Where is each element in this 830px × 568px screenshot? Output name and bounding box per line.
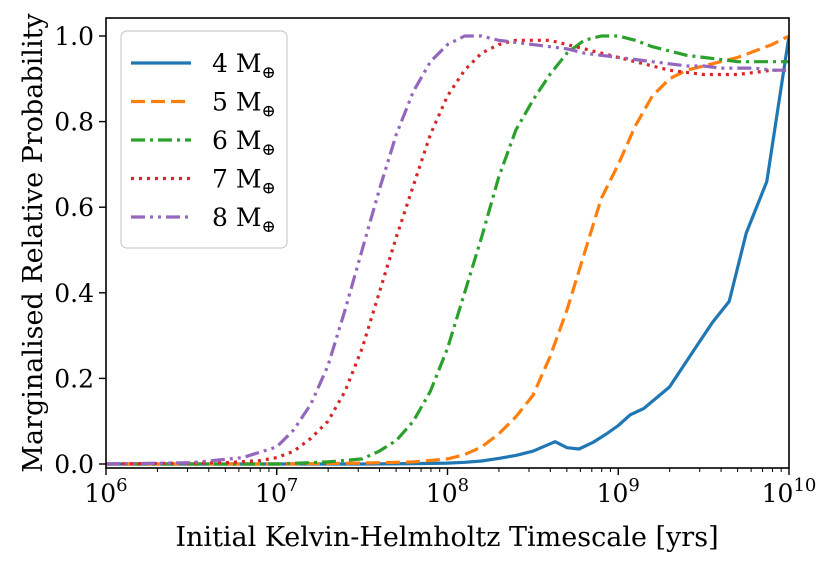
x-tick-label: 107 [255, 475, 298, 508]
x-tick-exponent: 7 [287, 475, 298, 496]
series-line-6-mearth [106, 34, 789, 466]
earth-symbol-subscript: ⊕ [261, 63, 275, 83]
series-line-4-mearth [106, 35, 789, 466]
x-tick-base: 10 [84, 479, 116, 508]
x-tick-label: 108 [426, 475, 469, 508]
x-tick-exponent: 10 [793, 475, 816, 496]
x-axis-label: Initial Kelvin-Helmholtz Timescale [yrs] [175, 522, 718, 553]
legend-label-7-mearth: 7 M⊕ [212, 165, 276, 199]
earth-symbol-subscript: ⊕ [261, 179, 275, 199]
x-tick-label: 106 [84, 475, 127, 508]
legend-label-5-mearth: 5 M⊕ [212, 88, 276, 122]
y-tick-label: 0.4 [54, 279, 94, 308]
legend-label-text: 7 M [212, 165, 261, 194]
x-tick-exponent: 6 [116, 475, 127, 496]
legend-box [120, 30, 288, 249]
x-tick-exponent: 9 [628, 475, 639, 496]
series-line-8-mearth [106, 34, 789, 466]
x-tick-exponent: 8 [458, 475, 469, 496]
x-tick-base: 10 [426, 479, 458, 508]
legend-label-text: 8 M [212, 203, 261, 232]
series-layer [106, 34, 789, 466]
y-tick-label: 0.0 [54, 450, 94, 479]
series-line-5-mearth [106, 34, 789, 466]
legend-label-text: 5 M [212, 88, 261, 117]
legend: 4 M⊕5 M⊕6 M⊕7 M⊕8 M⊕ [120, 30, 288, 249]
x-tick-label: 109 [597, 475, 640, 508]
earth-symbol-subscript: ⊕ [261, 217, 275, 237]
y-tick-label: 1.0 [54, 22, 94, 51]
legend-label-text: 4 M [212, 49, 261, 78]
x-tick-base: 10 [597, 479, 629, 508]
y-tick-label: 0.8 [54, 108, 94, 137]
legend-label-text: 6 M [212, 126, 261, 155]
y-tick-label: 0.2 [54, 364, 94, 393]
x-tick-label: 1010 [762, 475, 817, 508]
earth-symbol-subscript: ⊕ [261, 102, 275, 122]
y-tick-label: 0.6 [54, 193, 94, 222]
y-axis-label: Marginalised Relative Probability [18, 13, 49, 473]
legend-label-4-mearth: 4 M⊕ [212, 49, 276, 83]
x-tick-base: 10 [255, 479, 287, 508]
legend-label-6-mearth: 6 M⊕ [212, 126, 276, 160]
legend-label-8-mearth: 8 M⊕ [212, 203, 276, 237]
x-tick-base: 10 [762, 479, 794, 508]
earth-symbol-subscript: ⊕ [261, 140, 275, 160]
